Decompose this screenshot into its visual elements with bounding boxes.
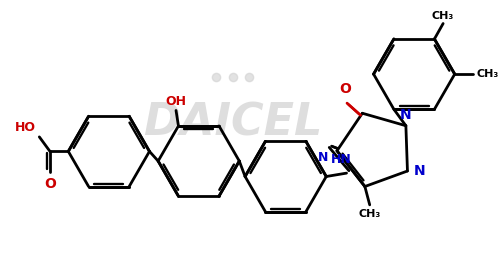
Text: N: N (318, 151, 328, 164)
Text: O: O (44, 177, 56, 191)
Text: CH₃: CH₃ (477, 69, 499, 79)
Text: DAICEL: DAICEL (143, 102, 322, 145)
Text: N: N (414, 164, 425, 178)
Text: HN: HN (332, 153, 352, 166)
Text: CH₃: CH₃ (432, 11, 454, 21)
Text: N: N (400, 108, 411, 122)
Text: OH: OH (166, 95, 186, 108)
Text: O: O (339, 82, 351, 96)
Text: HO: HO (14, 121, 36, 134)
Text: CH₃: CH₃ (358, 209, 381, 219)
